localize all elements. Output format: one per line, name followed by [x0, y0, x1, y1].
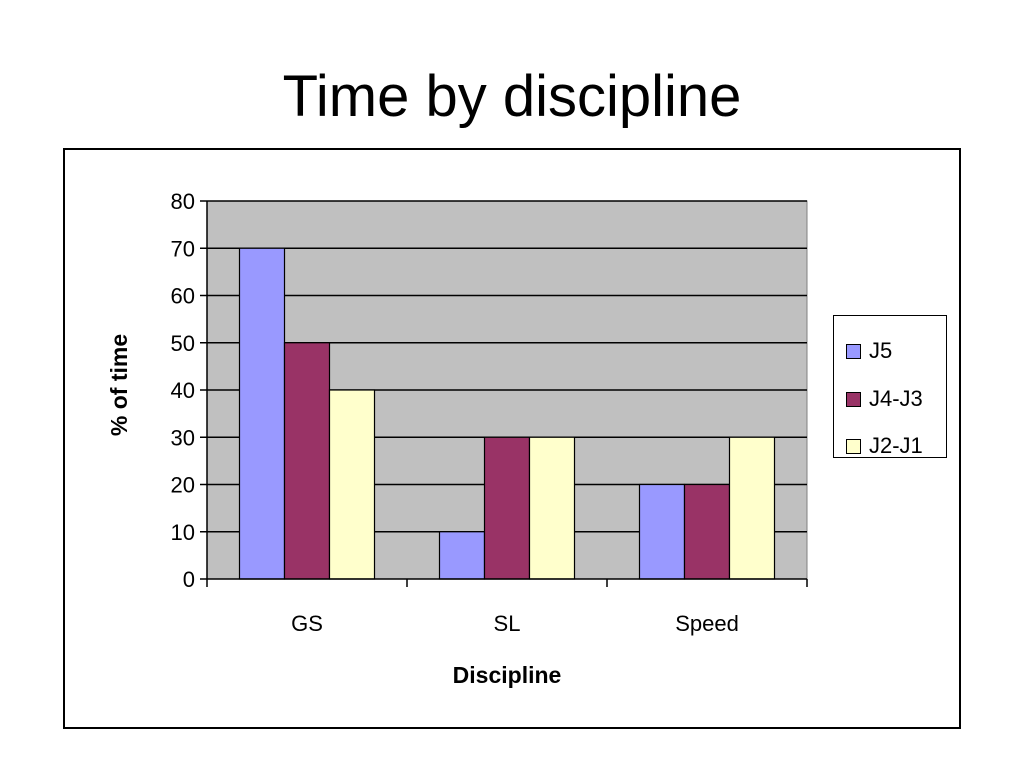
bars	[238, 247, 776, 580]
legend-label: J2-J1	[869, 433, 923, 458]
axes: 0 10 20 30 40 50 60 70 80 GS SL Speed	[171, 189, 808, 636]
bar-j4-j3-speed	[683, 483, 731, 580]
y-tick-label: 30	[171, 425, 195, 450]
bar-j5-sl	[438, 531, 486, 580]
y-tick-label: 50	[171, 331, 195, 356]
legend-label: J4-J3	[869, 386, 923, 411]
bar-j2-j1-gs	[328, 389, 376, 580]
slide-title: Time by discipline	[282, 64, 742, 129]
bar-chart: 0 10 20 30 40 50 60 70 80 GS SL Speed % of time Dis…	[106, 189, 808, 688]
bar-j5-gs	[238, 247, 286, 580]
y-tick-label: 80	[171, 189, 195, 214]
x-axis-title: Discipline	[453, 662, 562, 688]
chart-legend: J5 J4-J3 J2-J1	[833, 315, 947, 458]
bar-j4-j3-sl	[483, 436, 531, 580]
bar-j5-speed	[638, 483, 686, 580]
y-tick-label: 70	[171, 236, 195, 261]
legend-swatch	[846, 343, 861, 359]
chart-frame: 0 10 20 30 40 50 60 70 80 GS SL Speed % of time Dis…	[63, 148, 961, 729]
y-tick-label: 0	[183, 567, 195, 592]
x-tick-label: SL	[494, 611, 521, 636]
legend-item-j2-j1: J2-J1	[846, 433, 923, 458]
legend-item-j5: J5	[846, 338, 893, 363]
bar-j2-j1-speed	[728, 436, 776, 580]
legend-swatch	[846, 438, 861, 454]
y-tick-label: 20	[171, 473, 195, 498]
y-axis-title: % of time	[106, 334, 132, 436]
x-tick-label: GS	[291, 611, 323, 636]
legend-swatch	[846, 391, 861, 407]
legend-item-j4-j3: J4-J3	[846, 386, 923, 411]
y-tick-label: 40	[171, 378, 195, 403]
legend-label: J5	[869, 338, 893, 363]
bar-j4-j3-gs	[283, 342, 331, 580]
x-tick-label: Speed	[675, 611, 739, 636]
y-tick-label: 10	[171, 520, 195, 545]
y-tick-label: 60	[171, 284, 195, 309]
bar-j2-j1-sl	[528, 436, 576, 580]
